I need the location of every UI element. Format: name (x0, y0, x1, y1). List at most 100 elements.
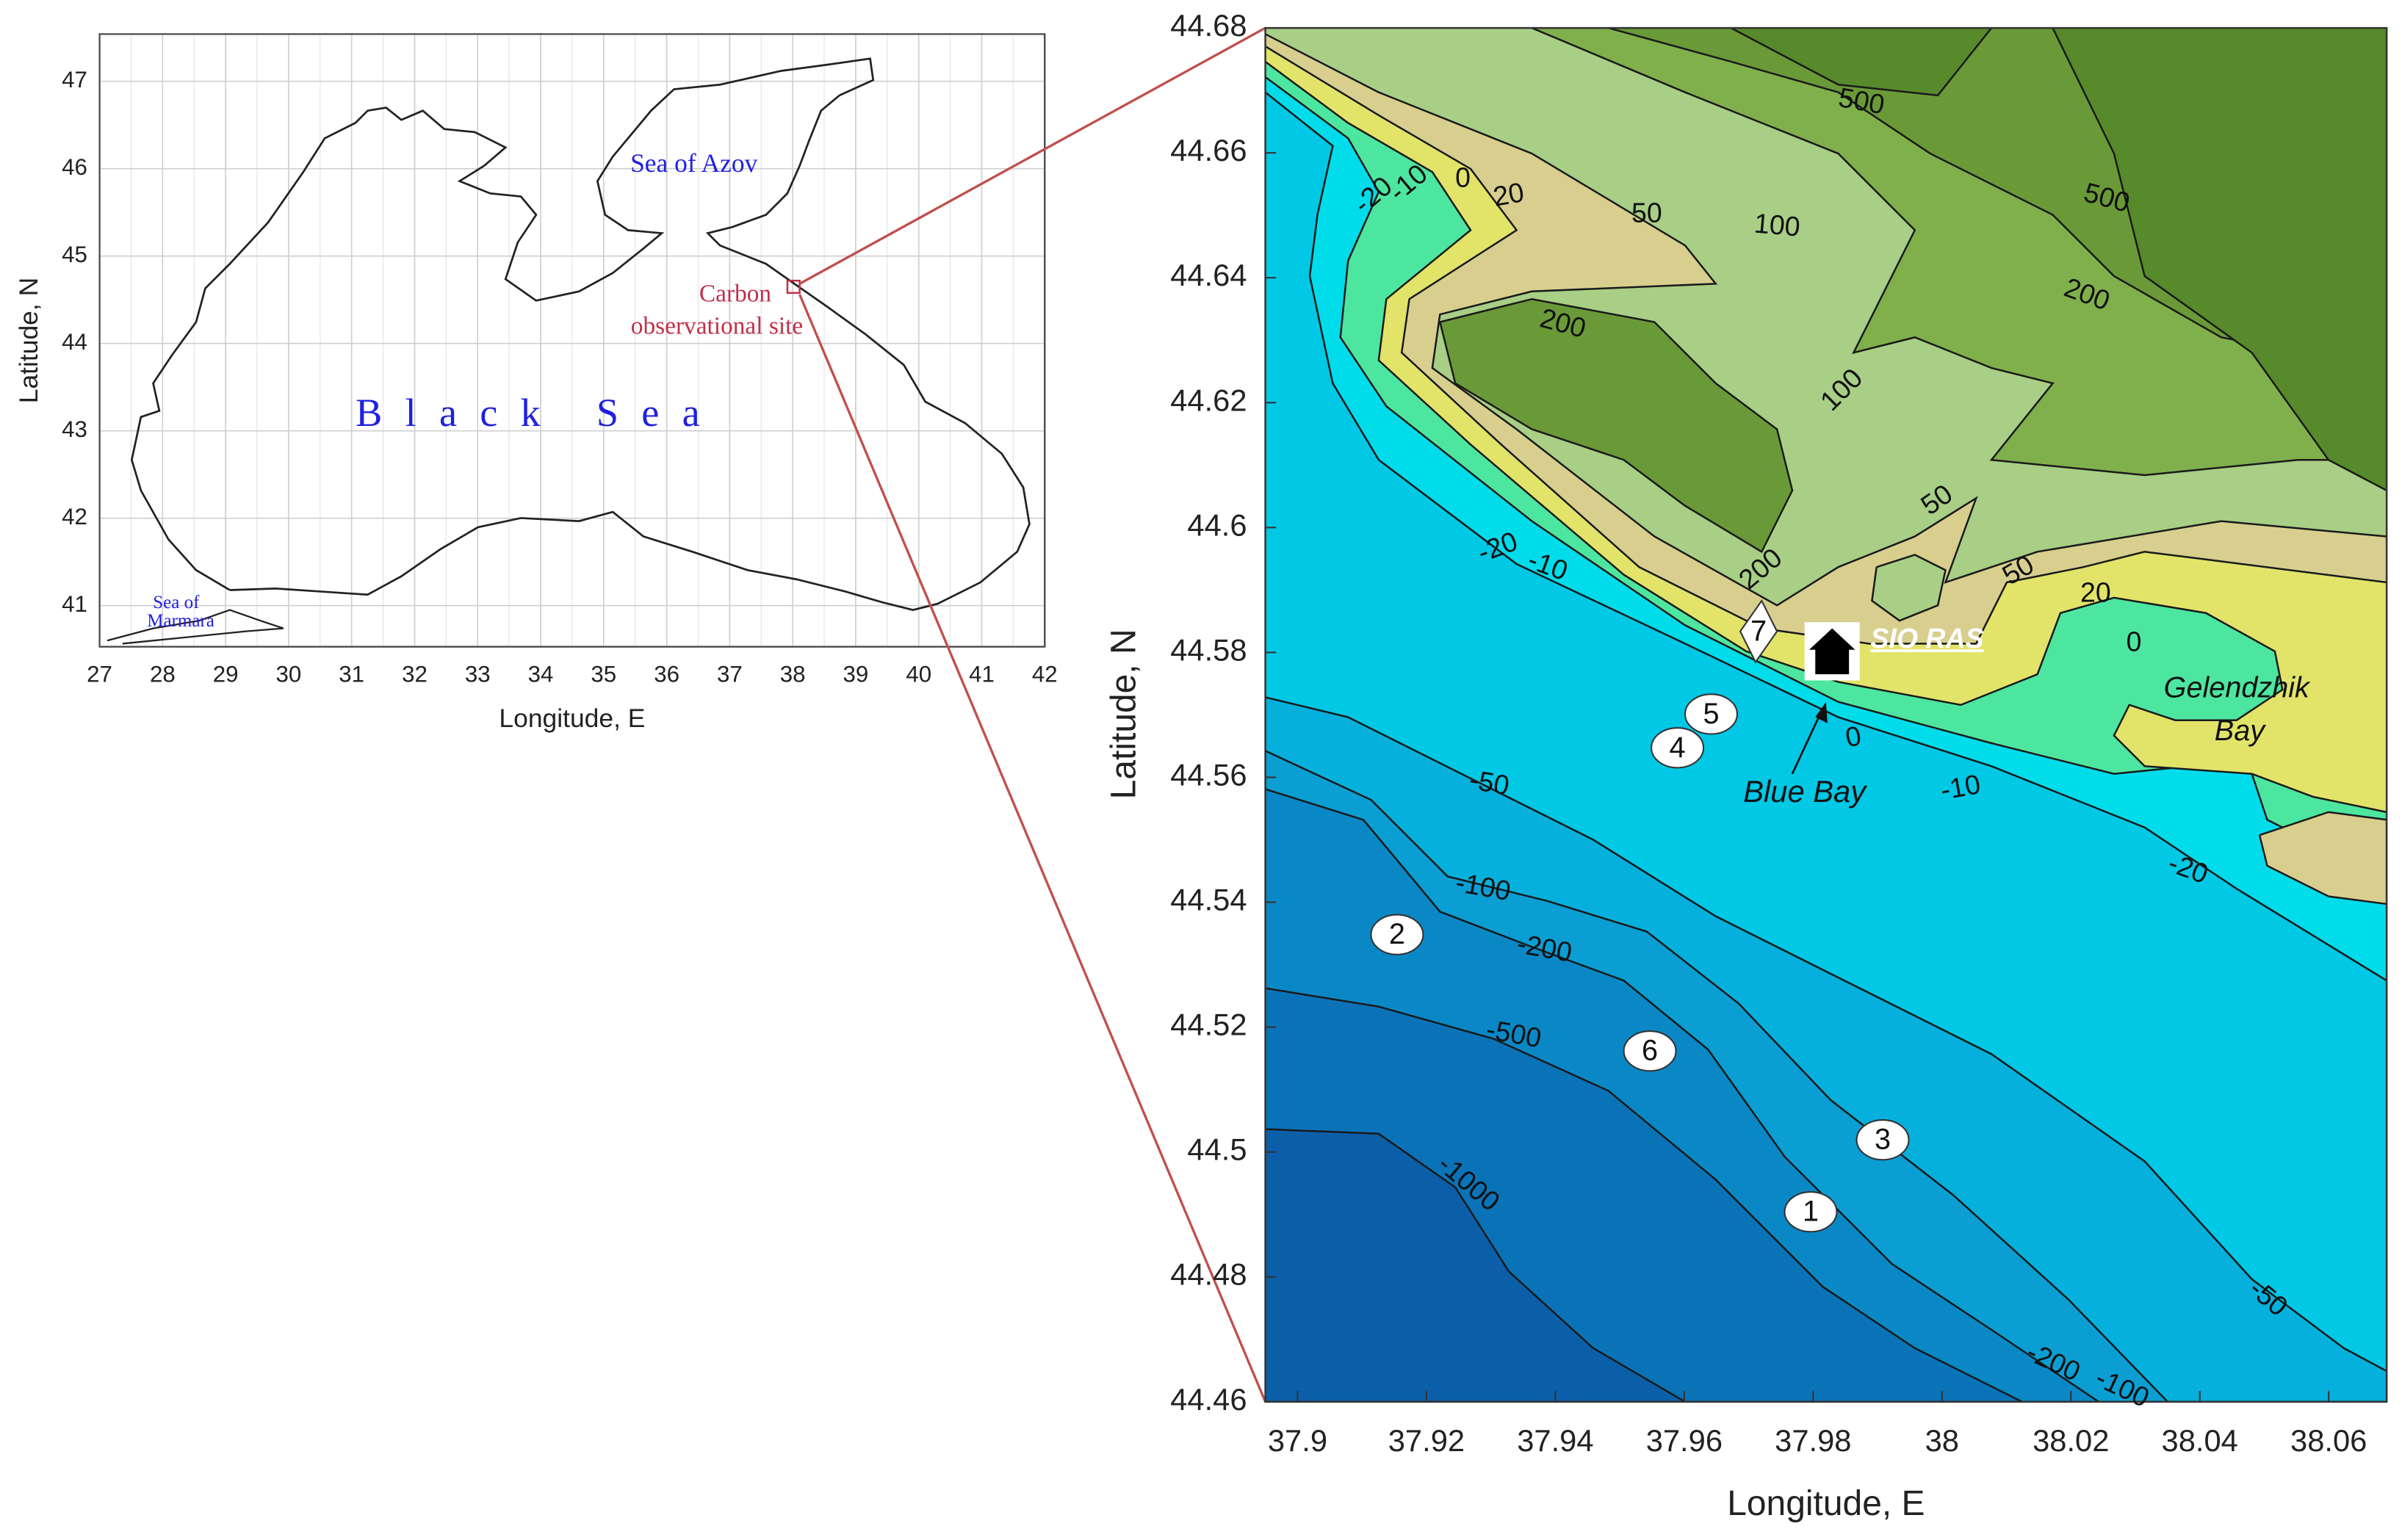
x-tick-label: 38 (1925, 1423, 1959, 1458)
x-tick-label: 30 (276, 662, 302, 687)
station-icon (1808, 628, 1855, 675)
y-tick-label: 45 (62, 242, 87, 267)
contour-line (1265, 1128, 1686, 1402)
x-tick-label: 28 (150, 662, 176, 687)
y-tick-label: 44.48 (1170, 1257, 1247, 1292)
place-label: Sea of (153, 593, 200, 612)
x-tick-label: 42 (1032, 662, 1058, 687)
coastline (107, 609, 284, 645)
y-axis-label: Latitude, N (14, 278, 43, 403)
station-label: 5 (1703, 698, 1719, 730)
contour-line (1265, 76, 2387, 872)
place-label: Bay (2215, 715, 2266, 747)
zoom-line (798, 294, 1267, 1403)
x-tick-label: 37.94 (1517, 1423, 1593, 1458)
contour-label: 50 (1631, 197, 1662, 228)
station-marker (1855, 1118, 1910, 1161)
pointer-head (1815, 701, 1828, 723)
place-label: Carbon (699, 281, 772, 308)
contour-label: 0 (2127, 626, 2142, 657)
x-tick-label: 37.9 (1268, 1423, 1327, 1458)
place-label: Marmara (147, 611, 214, 631)
y-tick-label: 44.68 (1170, 8, 1247, 43)
y-tick-label: 44.6 (1187, 507, 1247, 542)
contour-line (1265, 750, 2168, 1402)
contour-label: 500 (1836, 82, 1887, 120)
station-label: 6 (1642, 1035, 1658, 1067)
contour-line (1439, 297, 1794, 554)
x-tick-label: 33 (465, 662, 491, 687)
y-tick-label: 44.52 (1170, 1008, 1247, 1042)
contour-line (1608, 28, 2387, 369)
x-tick-label: 38.02 (2033, 1423, 2109, 1458)
y-tick-label: 43 (62, 416, 87, 442)
x-tick-label: 38.04 (2162, 1423, 2238, 1458)
contour-line (1531, 28, 2387, 477)
map-border (1264, 26, 2388, 1403)
y-tick-label: 44.62 (1170, 383, 1247, 417)
station-marker (1739, 599, 1778, 664)
station-label: 2 (1389, 918, 1405, 950)
contour-line (1265, 91, 2387, 982)
x-tick-label: 38.06 (2290, 1423, 2367, 1458)
y-tick-label: 44.56 (1170, 757, 1247, 792)
depth-zone (1872, 554, 1946, 621)
y-tick-label: 44.58 (1170, 632, 1247, 667)
y-tick-label: 46 (62, 154, 87, 180)
y-tick-label: 41 (62, 591, 87, 617)
y-tick-label: 44.54 (1170, 883, 1247, 917)
contour-line (1265, 987, 2023, 1402)
x-tick-label: 31 (339, 662, 364, 687)
zoom-line (798, 26, 1266, 285)
depth-zone (1440, 299, 1792, 552)
x-axis-label: Longitude, E (1727, 1484, 1925, 1523)
place-label: SIO RAS (1870, 623, 1983, 654)
x-tick-label: 36 (654, 662, 679, 687)
station-label: 3 (1875, 1124, 1891, 1156)
station-marker (1684, 693, 1738, 735)
station-marker (1370, 914, 1424, 955)
y-tick-label: 44.66 (1170, 133, 1247, 167)
pointer (1791, 707, 1824, 775)
contour-label: -50 (1467, 764, 1512, 801)
station-marker (1623, 1030, 1677, 1072)
contour-line (2052, 28, 2387, 492)
depth-zone (1731, 28, 1992, 95)
x-tick-label: 38 (780, 662, 806, 687)
y-tick-label: 47 (62, 67, 87, 93)
place-label: Gelendzhik (2164, 671, 2311, 704)
y-tick-label: 44.64 (1170, 258, 1247, 292)
map-border (98, 33, 1046, 648)
x-axis-label: Longitude, E (499, 704, 645, 733)
place-label: observational site (631, 313, 803, 340)
contour-line (1265, 33, 2387, 607)
x-tick-label: 37.92 (1388, 1423, 1465, 1458)
x-tick-label: 29 (213, 662, 239, 687)
y-tick-label: 42 (62, 504, 87, 529)
contour-line (1265, 696, 2387, 1373)
contour-line (1265, 788, 2099, 1402)
contour-label: 100 (1753, 207, 1801, 242)
x-tick-label: 37.96 (1646, 1423, 1723, 1458)
contour-line (2258, 811, 2387, 905)
station-label: 4 (1670, 731, 1686, 764)
station-label: 1 (1803, 1196, 1819, 1228)
y-tick-label: 44 (62, 329, 87, 355)
y-tick-label: 44.46 (1170, 1382, 1247, 1417)
depth-zone (2259, 811, 2387, 904)
place-label: Black Sea (356, 391, 723, 435)
place-label: Sea of Azov (630, 148, 757, 178)
x-tick-label: 27 (87, 662, 112, 687)
place-label: Blue Bay (1743, 774, 1867, 809)
contour-label: 20 (2080, 577, 2111, 608)
station-marker (1784, 1191, 1838, 1233)
x-tick-label: 35 (591, 662, 616, 687)
contour-line (1730, 28, 1993, 97)
station-label: 7 (1750, 615, 1767, 647)
contour-line (1265, 60, 2387, 814)
y-tick-label: 44.5 (1187, 1132, 1247, 1167)
x-tick-label: 41 (969, 662, 995, 687)
contour-line (1265, 46, 2387, 645)
x-tick-label: 39 (843, 662, 869, 687)
